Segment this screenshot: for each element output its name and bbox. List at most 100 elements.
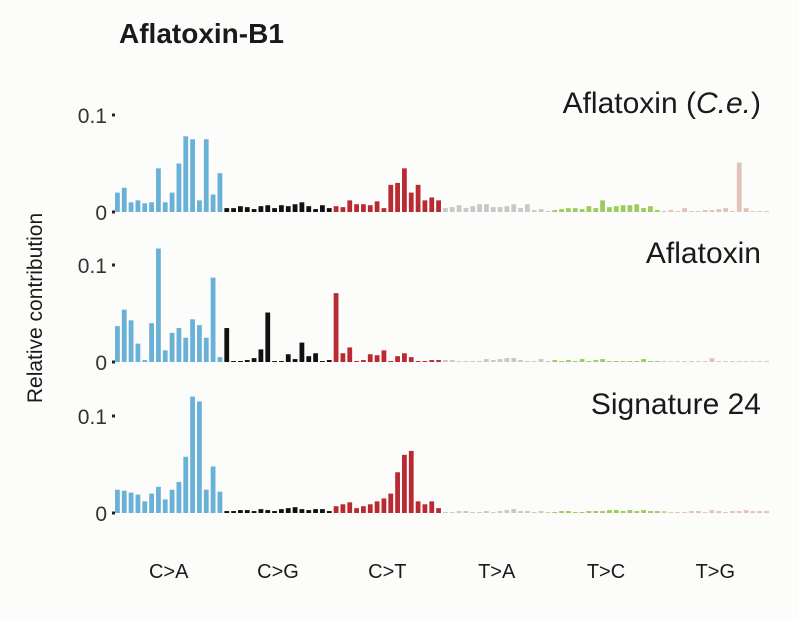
bar-CtoG-7 (265, 205, 271, 212)
bar-CtoA-15 (210, 277, 216, 362)
y-tick-label: 0 (95, 352, 107, 375)
bar-TtoA-12 (518, 208, 523, 212)
bar-TtoG-3 (675, 512, 681, 513)
bar-CtoT-10 (395, 182, 400, 212)
bar-CtoT-16 (436, 508, 441, 513)
panel-label: Aflatoxin (C.e.) (563, 87, 761, 120)
bar-TtoA-2 (449, 207, 455, 212)
bar-CtoT-9 (388, 361, 394, 362)
bar-CtoA-8 (162, 350, 168, 362)
bar-TtoG-9 (716, 361, 722, 362)
bar-CtoT-2 (340, 504, 346, 513)
bar-CtoG-3 (238, 206, 243, 212)
y-tick-label: 0.1 (78, 255, 107, 278)
bar-CtoT-13 (415, 501, 421, 513)
bar-TtoC-4 (572, 208, 578, 212)
bar-CtoT-10 (395, 472, 400, 513)
bar-TtoA-4 (463, 511, 469, 513)
bar-TtoA-9 (497, 207, 503, 212)
bar-TtoA-12 (518, 511, 523, 513)
bar-TtoC-5 (579, 512, 585, 513)
bar-TtoC-6 (586, 361, 592, 362)
bar-TtoA-15 (538, 359, 544, 362)
bar-TtoG-15 (757, 211, 763, 212)
bar-CtoA-3 (128, 492, 134, 513)
bar-CtoG-8 (272, 511, 277, 513)
bar-TtoC-16 (654, 210, 660, 212)
bar-CtoG-13 (306, 510, 312, 513)
bar-CtoT-14 (422, 361, 428, 362)
bar-CtoA-12 (190, 396, 195, 513)
bar-TtoC-12 (627, 361, 633, 362)
bar-CtoA-2 (121, 187, 127, 212)
bar-CtoT-12 (408, 357, 414, 362)
bar-TtoC-3 (566, 208, 571, 212)
x-group-label: C>T (368, 561, 406, 583)
bar-TtoG-4 (682, 208, 687, 212)
bar-CtoA-9 (169, 489, 175, 513)
bar-TtoC-15 (648, 511, 653, 513)
bar-CtoT-1 (333, 206, 339, 212)
bar-TtoG-2 (668, 361, 674, 362)
x-group-label: T>C (587, 561, 625, 583)
bar-CtoG-11 (292, 204, 298, 212)
bar-TtoC-3 (566, 360, 571, 362)
bar-CtoA-6 (149, 202, 154, 212)
bar-TtoA-8 (490, 512, 496, 513)
bar-TtoA-5 (470, 361, 476, 362)
x-group-label: C>G (257, 561, 299, 583)
bar-TtoA-1 (443, 208, 448, 212)
bar-CtoG-4 (244, 360, 250, 362)
bar-TtoG-8 (709, 358, 715, 362)
bar-TtoA-3 (456, 361, 462, 362)
bar-TtoA-1 (443, 360, 448, 362)
bar-CtoA-12 (190, 139, 195, 212)
bar-TtoA-12 (518, 360, 523, 362)
bar-TtoC-2 (559, 361, 564, 362)
bar-TtoC-16 (654, 361, 660, 362)
bar-TtoA-10 (504, 206, 510, 212)
bar-CtoG-4 (244, 510, 250, 513)
bar-CtoA-1 (115, 489, 120, 513)
bar-TtoC-12 (627, 205, 633, 212)
bar-TtoA-16 (545, 361, 551, 362)
bar-CtoG-2 (231, 361, 236, 362)
bar-CtoG-7 (265, 312, 271, 362)
y-tick-mark (112, 414, 115, 418)
bar-TtoG-13 (743, 361, 749, 362)
y-tick-label: 0 (95, 202, 107, 225)
bar-CtoA-6 (149, 323, 154, 362)
bar-TtoA-14 (531, 210, 537, 212)
bar-CtoG-4 (244, 207, 250, 212)
bar-CtoA-16 (217, 173, 223, 212)
bar-TtoG-16 (764, 211, 769, 212)
bar-TtoG-3 (675, 211, 681, 212)
bar-CtoA-3 (128, 202, 134, 212)
bar-CtoA-14 (203, 489, 209, 513)
bar-CtoT-3 (347, 200, 353, 212)
bar-TtoA-3 (456, 205, 462, 212)
bar-CtoT-5 (361, 506, 366, 513)
bar-CtoA-9 (169, 332, 175, 362)
bar-CtoA-8 (162, 202, 168, 212)
chart-title: Aflatoxin-B1 (119, 18, 284, 49)
bar-CtoG-1 (224, 208, 230, 212)
y-tick-mark (112, 360, 115, 364)
bar-CtoT-15 (429, 197, 435, 212)
bar-TtoC-4 (572, 512, 578, 513)
bar-TtoC-3 (566, 511, 571, 513)
bar-TtoC-13 (634, 204, 640, 212)
bar-CtoG-11 (292, 359, 298, 362)
bar-CtoA-11 (183, 456, 189, 513)
bar-CtoG-3 (238, 361, 243, 362)
bar-CtoG-1 (224, 328, 230, 362)
bar-CtoT-13 (415, 361, 421, 362)
bar-TtoA-8 (490, 360, 496, 362)
bar-CtoG-15 (320, 509, 325, 513)
bar-CtoA-15 (210, 466, 216, 513)
bar-TtoC-10 (613, 510, 619, 513)
bar-CtoT-16 (436, 360, 441, 362)
bar-TtoA-1 (443, 512, 448, 513)
bar-CtoT-3 (347, 347, 353, 362)
